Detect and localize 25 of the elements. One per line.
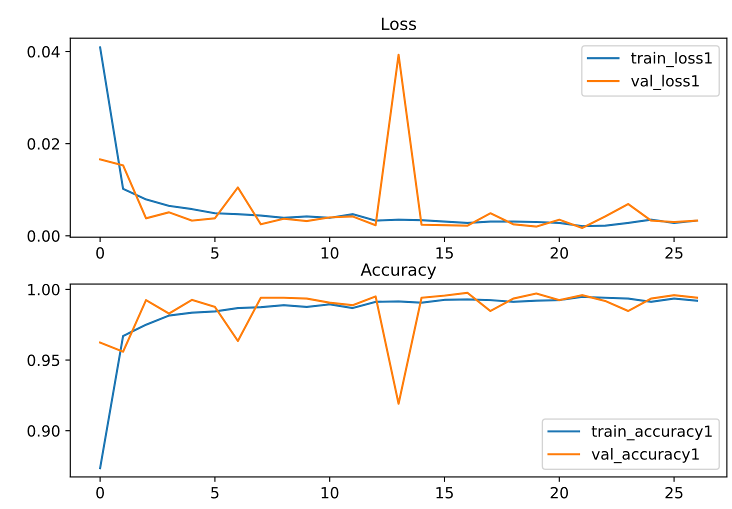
x-tick-label: 0 (96, 247, 104, 259)
legend-label: val_accuracy1 (592, 448, 699, 464)
y-tick-label: 0.02 (28, 138, 60, 150)
y-tick-label: 0.04 (28, 46, 60, 58)
legend-label: val_loss1 (631, 74, 699, 90)
chart-title: Loss (382, 18, 416, 30)
x-tick-label: 5 (211, 487, 218, 498)
x-tick-label: 15 (436, 487, 453, 498)
chart-title: Accuracy (360, 264, 436, 280)
x-tick-label: 0 (96, 486, 104, 498)
legend-label: train_loss1 (631, 52, 712, 68)
y-tick-label: 0.95 (28, 354, 60, 366)
legend-label: train_accuracy1 (592, 425, 712, 440)
y-tick-label: 0.90 (28, 425, 60, 437)
y-tick-label: 1.00 (28, 284, 60, 296)
x-tick-label: 20 (550, 247, 568, 259)
x-tick-label: 15 (436, 247, 453, 259)
line-series (99, 292, 698, 405)
y-tick-label: 0.00 (28, 230, 60, 242)
x-tick-label: 25 (665, 247, 682, 259)
x-tick-label: 25 (665, 486, 682, 498)
x-tick-label: 10 (322, 247, 338, 259)
x-tick-label: 5 (211, 247, 218, 259)
x-tick-label: 20 (550, 486, 568, 498)
x-tick-label: 10 (322, 486, 338, 498)
